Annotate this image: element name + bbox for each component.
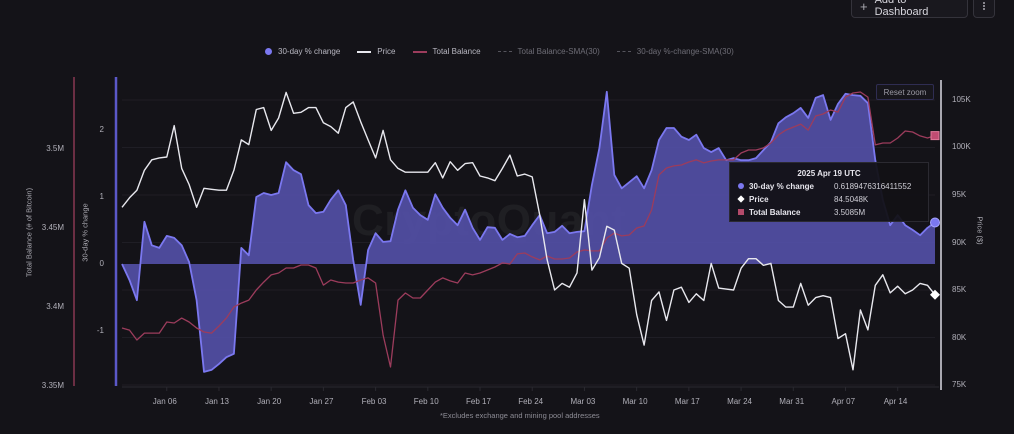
plus-icon: + xyxy=(860,0,868,14)
pct-tick-label: 0 xyxy=(99,259,104,269)
pct-tick-label: -1 xyxy=(96,326,104,336)
pct-tick-label: 2 xyxy=(99,124,104,134)
price-tick-label: 100K xyxy=(952,142,971,152)
series-layer xyxy=(121,90,936,373)
add-to-dashboard-button[interactable]: + Add to Dashboard xyxy=(851,0,968,18)
add-to-dashboard-label: Add to Dashboard xyxy=(874,0,929,18)
legend-item-pct-change[interactable]: 30-day % change xyxy=(265,47,340,56)
chart-legend: 30-day % change Price Total Balance Tota… xyxy=(265,47,751,56)
footnote: *Excludes exchange and mining pool addre… xyxy=(440,411,600,420)
x-tick-label: Apr 14 xyxy=(883,397,908,406)
price-tick-label: 85K xyxy=(952,285,967,295)
balance-hover-marker xyxy=(930,131,940,141)
balance-axis-title: Total Balance (# of Bitcoin) xyxy=(24,187,34,278)
circle-marker-icon xyxy=(738,183,744,189)
x-tick-label: Feb 24 xyxy=(518,397,544,406)
square-marker-icon xyxy=(738,209,744,215)
balance-tick-label: 3.5M xyxy=(46,144,64,154)
legend-label: 30-day % change xyxy=(278,47,341,56)
legend-label: Total Balance xyxy=(432,47,481,56)
legend-dashed-line-icon xyxy=(497,51,512,52)
pct-change-line xyxy=(121,90,936,373)
x-tick-label: Apr 07 xyxy=(831,397,856,406)
legend-line-icon xyxy=(357,50,372,53)
price-tick-label: 90K xyxy=(952,237,967,247)
legend-line-icon xyxy=(412,50,427,53)
price-tick-label: 75K xyxy=(952,380,967,390)
tooltip-label: 30-day % change xyxy=(749,181,814,191)
tooltip-title: 2025 Apr 19 UTC xyxy=(797,169,861,178)
price-line xyxy=(121,91,936,371)
legend-label: 30-day %-change-SMA(30) xyxy=(636,47,734,56)
x-tick-label: Jan 20 xyxy=(257,397,282,406)
x-tick-label: Mar 24 xyxy=(727,397,752,406)
tooltip-row-balance: Total Balance 3.5085M xyxy=(738,207,928,217)
more-options-button[interactable] xyxy=(973,0,995,18)
price-tick-label: 105K xyxy=(952,94,971,104)
x-tick-label: Mar 31 xyxy=(779,397,805,406)
tooltip-row-price: Price 84.5048K xyxy=(737,194,928,204)
price-tick-label: 80K xyxy=(952,332,967,342)
hover-markers xyxy=(930,131,940,300)
x-tick-label: Jan 13 xyxy=(204,397,229,406)
legend-item-price[interactable]: Price xyxy=(357,47,396,56)
legend-label: Price xyxy=(377,47,396,56)
tooltip: 2025 Apr 19 UTC 30-day % change 0.618947… xyxy=(729,162,929,222)
price-tick-label: 95K xyxy=(952,189,967,199)
reset-zoom-button[interactable]: Reset zoom xyxy=(876,84,934,100)
pct-tick-label: 1 xyxy=(99,192,104,201)
tooltip-value: 3.5085M xyxy=(834,207,866,217)
kebab-menu-icon xyxy=(983,1,985,11)
pct-axis-title: 30-day % change xyxy=(80,203,90,262)
x-tick-label: Feb 17 xyxy=(466,397,491,406)
balance-tick-label: 3.45M xyxy=(41,223,64,233)
x-tick-label: Mar 03 xyxy=(570,397,596,406)
x-tick-label: Jan 27 xyxy=(309,397,334,406)
balance-tick-label: 3.4M xyxy=(46,302,64,311)
price-axis-title: Price ($) xyxy=(975,216,985,245)
x-tick-label: Feb 03 xyxy=(361,397,387,406)
tooltip-value: 84.5048K xyxy=(834,194,869,204)
axis-lines xyxy=(73,77,942,391)
legend-item-balance-sma[interactable]: Total Balance-SMA(30) xyxy=(497,47,600,56)
legend-circle-icon xyxy=(265,48,272,55)
total-balance-line xyxy=(121,91,936,368)
legend-item-total-balance[interactable]: Total Balance xyxy=(412,47,481,56)
x-tick-label: Jan 06 xyxy=(152,397,177,406)
tooltip-value: 0.6189476316411552 xyxy=(834,181,912,191)
x-tick-label: Feb 10 xyxy=(413,397,439,406)
legend-dashed-line-icon xyxy=(616,51,631,52)
balance-tick-label: 3.35M xyxy=(41,381,64,390)
diamond-marker-icon xyxy=(737,195,745,203)
x-tick-label: Mar 10 xyxy=(622,397,648,406)
tooltip-label: Price xyxy=(749,194,769,204)
pct-hover-marker xyxy=(930,217,940,228)
tooltip-row-pct: 30-day % change 0.6189476316411552 xyxy=(738,181,928,191)
tooltip-label: Total Balance xyxy=(749,207,801,217)
legend-label: Total Balance-SMA(30) xyxy=(517,47,600,56)
x-tick-label: Mar 17 xyxy=(674,397,700,406)
legend-item-pct-sma[interactable]: 30-day %-change-SMA(30) xyxy=(616,47,734,56)
price-hover-marker xyxy=(930,289,940,300)
